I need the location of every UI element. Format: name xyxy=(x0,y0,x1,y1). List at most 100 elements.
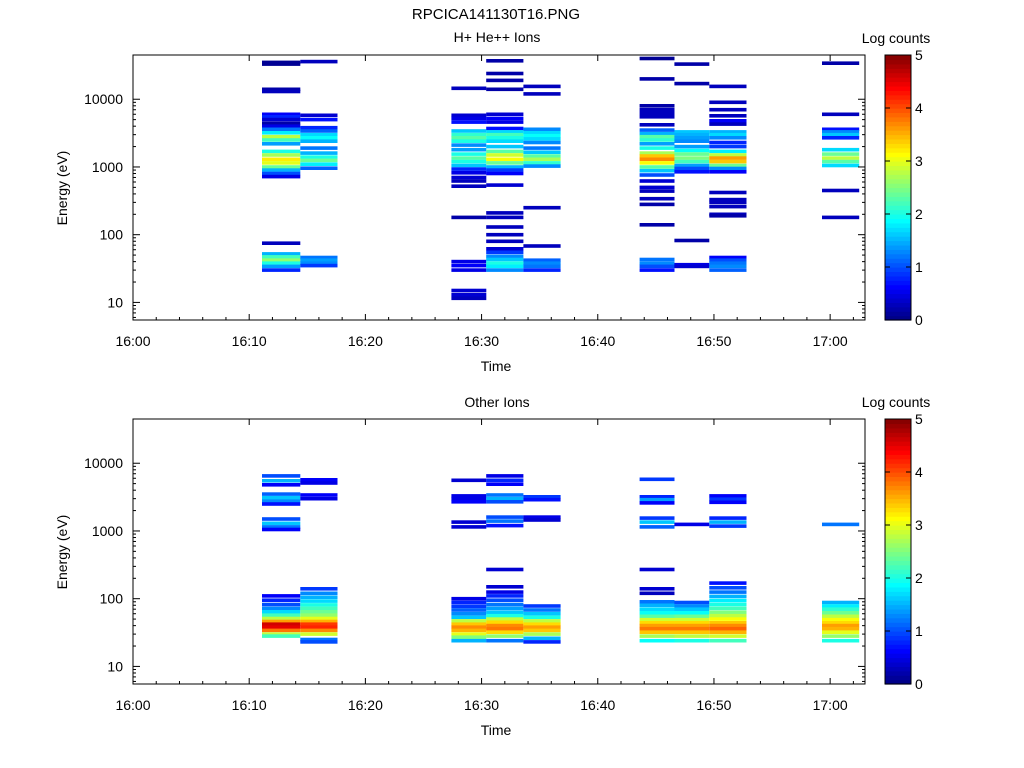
heatmap-cell xyxy=(262,527,301,532)
colorbar-segment xyxy=(885,454,911,460)
heatmap-cell xyxy=(451,167,487,171)
heatmap-cell xyxy=(262,121,301,126)
heatmap-cell xyxy=(674,621,710,625)
heatmap-cell xyxy=(486,515,524,519)
heatmap-cell xyxy=(709,140,747,145)
heatmap-cell xyxy=(486,165,524,169)
heatmap-cell xyxy=(451,215,487,220)
colorbar-tick-label: 5 xyxy=(915,411,923,427)
x-tick-label: 16:20 xyxy=(348,333,383,349)
heatmap-cell xyxy=(300,158,338,163)
heatmap-cell xyxy=(451,163,487,168)
heatmap-cell xyxy=(262,153,301,157)
heatmap-cell xyxy=(639,614,675,619)
colorbar-tick-label: 4 xyxy=(915,464,923,480)
colorbar-segment xyxy=(885,222,911,228)
colorbar-segment xyxy=(885,635,911,641)
heatmap-cell xyxy=(523,258,561,262)
heatmap-cell xyxy=(451,263,487,268)
y-tick-label: 10 xyxy=(107,294,123,310)
heatmap-cell xyxy=(262,625,301,629)
heatmap-cell xyxy=(709,163,747,168)
heatmap-cell xyxy=(822,604,860,608)
heatmap-cell xyxy=(486,585,524,589)
heatmap-cell xyxy=(674,81,710,86)
colorbar-segment xyxy=(885,161,911,167)
heatmap-cell xyxy=(523,157,561,162)
colorbar-segment xyxy=(885,445,911,451)
x-tick-label: 16:40 xyxy=(580,697,615,713)
heatmap-cell xyxy=(451,525,487,529)
heatmap-cell xyxy=(451,86,487,91)
y-tick-label: 100 xyxy=(100,227,124,243)
heatmap-cell xyxy=(451,113,487,118)
heatmap-cell xyxy=(709,268,747,272)
colorbar-segment xyxy=(885,244,911,250)
heatmap-cell xyxy=(451,120,487,124)
colorbar-segment xyxy=(885,293,911,299)
heatmap-cell xyxy=(639,173,675,177)
heatmap-cell xyxy=(674,62,710,66)
heatmap-cell xyxy=(300,125,338,130)
heatmap-cell xyxy=(451,520,487,524)
heatmap-cell xyxy=(709,626,747,631)
heatmap-cell xyxy=(300,146,338,150)
heatmap-cell xyxy=(262,165,301,169)
colorbar-tick-label: 3 xyxy=(915,153,923,169)
colorbar-segment xyxy=(885,178,911,184)
heatmap-cell xyxy=(822,159,860,164)
heatmap-cell xyxy=(262,474,301,478)
heatmap-cell xyxy=(709,497,747,501)
heatmap-cell xyxy=(639,107,675,112)
colorbar: 0 1 2 3 4 5 xyxy=(884,47,923,328)
colorbar-segment xyxy=(885,533,911,539)
heatmap-cell xyxy=(486,247,524,251)
heatmap-cell xyxy=(639,516,675,520)
heatmap-cell xyxy=(709,594,747,599)
heatmap-cell xyxy=(822,152,860,156)
heatmap-cell xyxy=(262,479,301,483)
colorbar-segment xyxy=(885,236,911,242)
heatmap-cell xyxy=(523,131,561,135)
heatmap-cell xyxy=(486,623,524,628)
heatmap-cell xyxy=(262,632,301,636)
heatmap-cell xyxy=(300,628,338,633)
heatmap-cell xyxy=(639,626,675,631)
colorbar-segment xyxy=(885,258,911,264)
x-tick-label: 16:50 xyxy=(696,333,731,349)
heatmap-cell xyxy=(262,124,301,128)
colorbar-segment xyxy=(885,227,911,233)
heatmap-cell xyxy=(486,87,524,92)
heatmap-cell xyxy=(300,155,338,159)
colorbar-segment xyxy=(885,315,911,321)
heatmap-cell xyxy=(639,611,675,615)
heatmap-cell xyxy=(639,154,675,158)
heatmap-cell xyxy=(300,59,338,64)
heatmap-cell xyxy=(709,598,747,603)
heatmap-cell xyxy=(262,634,301,638)
heatmap-cell xyxy=(486,630,524,634)
heatmap-cell xyxy=(639,617,675,622)
heatmap-cell xyxy=(262,161,301,165)
heatmap-cell xyxy=(639,591,675,596)
colorbar-segment xyxy=(885,507,911,513)
heatmap-cell xyxy=(262,628,301,633)
heatmap-cell xyxy=(262,115,301,119)
heatmap-cell xyxy=(709,613,747,618)
colorbar-segment xyxy=(885,289,911,295)
heatmap-cell xyxy=(300,166,338,170)
colorbar-segment xyxy=(885,657,911,663)
heatmap-cell xyxy=(639,621,675,625)
colorbar-segment xyxy=(885,214,911,220)
heatmap-cell xyxy=(262,127,301,132)
heatmap-cell xyxy=(300,625,338,629)
heatmap-cell xyxy=(822,127,860,132)
heatmap-cell xyxy=(300,261,338,265)
heatmap-cell xyxy=(486,149,524,154)
heatmap-cell xyxy=(451,136,487,140)
heatmap-cell xyxy=(262,622,301,626)
heatmap-cell xyxy=(822,626,860,631)
colorbar-segment xyxy=(885,520,911,526)
colorbar-segment xyxy=(885,666,911,672)
heatmap-cell xyxy=(639,638,675,643)
